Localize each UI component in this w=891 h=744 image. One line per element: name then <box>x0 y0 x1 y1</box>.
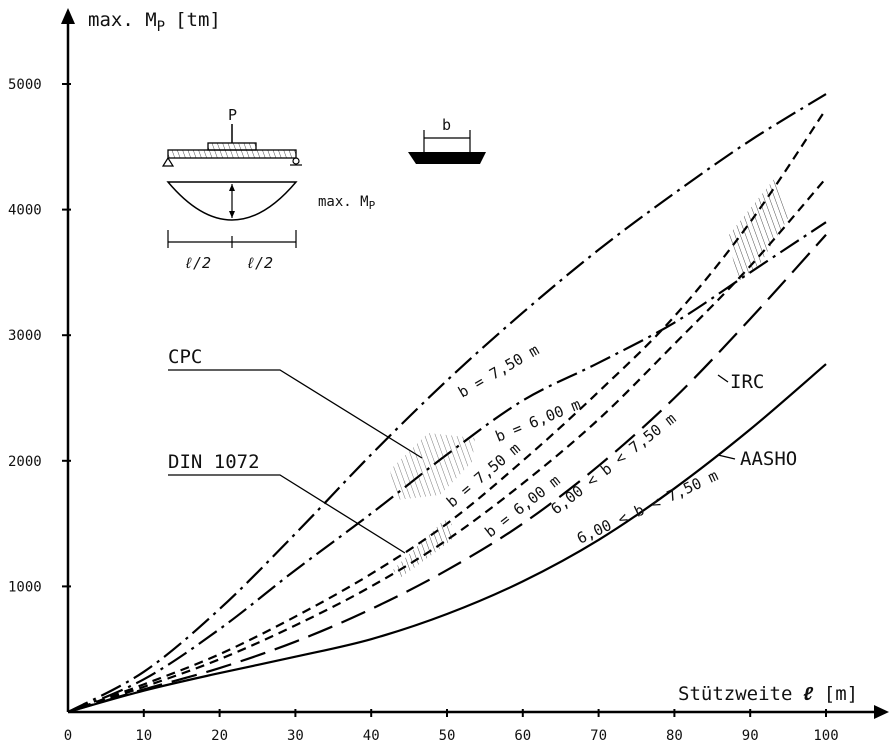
section-inset: b <box>408 116 486 164</box>
right-support <box>292 157 300 165</box>
din-leader <box>168 474 406 554</box>
series-lines <box>67 93 827 714</box>
x-tick-label: 90 <box>742 728 759 744</box>
axis-ticks: 0 10 20 30 40 50 60 70 80 90 100 1000 2000 3000 4000 50… <box>8 77 839 744</box>
cpc-hatch-zone <box>390 433 475 500</box>
width-label: b <box>442 116 451 134</box>
annotation-din: DIN 1072 <box>168 451 260 473</box>
y-tick-label: 2000 <box>8 454 42 470</box>
aasho-leader <box>717 454 736 460</box>
irc-leader <box>717 374 729 383</box>
label-cpc-600: b = 6,00 m <box>493 395 583 446</box>
y-axis-title: max. MP [tm] <box>88 9 221 35</box>
series-line-2 <box>67 108 827 714</box>
x-axis-arrow <box>874 705 889 719</box>
moment-diagram <box>166 181 298 221</box>
group-annotations: CPC DIN 1072 IRC AASHO <box>168 346 797 554</box>
y-tick-label: 5000 <box>8 77 42 93</box>
label-cpc-750: b = 7,50 m <box>455 341 542 402</box>
left-support <box>161 156 175 167</box>
x-tick-label: 40 <box>363 728 380 744</box>
series-line-0 <box>67 93 827 713</box>
annotation-aasho: AASHO <box>740 448 797 470</box>
y-tick-label: 4000 <box>8 203 42 219</box>
cpc-leader <box>168 369 423 459</box>
hatched-zones <box>390 178 790 578</box>
x-tick-label: 50 <box>439 728 456 744</box>
span-left-label: ℓ/2 <box>184 254 211 272</box>
series-line-3 <box>67 177 827 714</box>
top-right-hatch-zone <box>728 178 790 282</box>
y-axis-arrow <box>61 8 75 24</box>
x-axis-title: Stützweite ℓ [m] <box>678 683 858 705</box>
series-line-4 <box>67 233 827 714</box>
x-tick-label: 60 <box>514 728 531 744</box>
x-tick-label: 0 <box>64 728 72 744</box>
x-tick-label: 80 <box>666 728 683 744</box>
x-tick-label: 30 <box>287 728 304 744</box>
deck-section <box>408 152 486 164</box>
span-right-label: ℓ/2 <box>246 254 273 272</box>
annotation-irc: IRC <box>730 371 764 393</box>
moment-label: max. MP <box>318 194 376 212</box>
series-line-5 <box>67 363 827 714</box>
load-label: P <box>228 106 237 124</box>
curve-labels: b = 7,50 m b = 6,00 m b = 7,50 m b = 6,0… <box>443 341 721 548</box>
x-tick-label: 100 <box>813 728 838 744</box>
beam <box>167 149 297 159</box>
y-tick-label: 1000 <box>8 579 42 595</box>
y-axis-unit: [tm] <box>175 9 221 31</box>
y-axis-title-subscript: P <box>157 19 165 35</box>
y-tick-label: 3000 <box>8 328 42 344</box>
axes <box>61 8 889 719</box>
load-block <box>207 142 257 151</box>
x-tick-label: 70 <box>590 728 607 744</box>
annotation-cpc: CPC <box>168 346 202 368</box>
din-hatch-zone <box>393 520 452 578</box>
x-tick-label: 20 <box>211 728 228 744</box>
x-tick-label: 10 <box>135 728 152 744</box>
beam-inset: P max. MP ℓ/2 ℓ/2 <box>161 106 376 272</box>
